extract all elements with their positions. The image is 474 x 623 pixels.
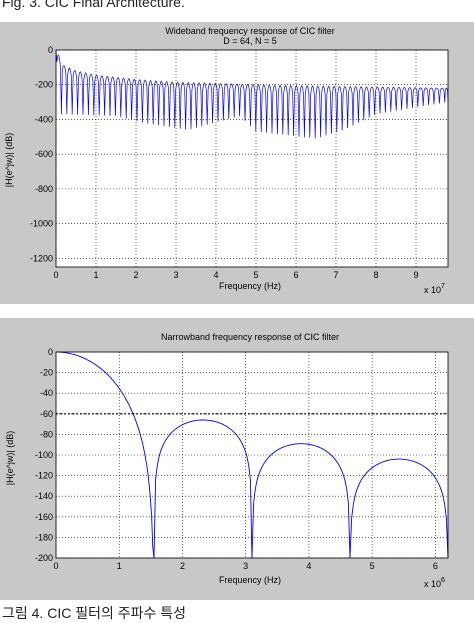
- narrowband-main-lobe: [56, 351, 155, 559]
- narrowband-chart: Narrowband frequency response of CIC fil…: [5, 332, 449, 589]
- narrowband-x-tick-label: 6: [433, 561, 438, 571]
- figure-caption-bottom: 그림 4. CIC 필터의 주파수 특성: [2, 605, 187, 621]
- wideband-y-tick-label: -200: [35, 80, 53, 90]
- wideband-x-tick-label: 2: [133, 270, 138, 280]
- wideband-x-exponent-label: x 10: [424, 285, 441, 295]
- wideband-x-tick-label: 8: [373, 270, 378, 280]
- narrowband-y-tick-label: -140: [35, 491, 53, 501]
- wideband-x-tick-label: 1: [93, 270, 98, 280]
- narrowband-x-tick-label: 1: [117, 561, 122, 571]
- wideband-figure: Wideband frequency response of CIC filte…: [0, 22, 474, 304]
- wideband-x-tick-label: 7: [333, 270, 338, 280]
- wideband-y-tick-label: -1000: [30, 219, 53, 229]
- narrowband-title: Narrowband frequency response of CIC fil…: [161, 332, 339, 342]
- wideband-axes-frame: [55, 49, 449, 268]
- narrowband-x-tick-label: 4: [306, 561, 311, 571]
- narrowband-side-lobe-1: [153, 419, 253, 559]
- narrowband-y-tick-label: -180: [35, 532, 53, 542]
- narrowband-y-tick-label: 0: [48, 347, 53, 357]
- wideband-chart: Wideband frequency response of CIC filte…: [4, 26, 449, 295]
- narrowband-xlabel: Frequency (Hz): [219, 575, 281, 585]
- wideband-x-tick-label: 0: [53, 270, 58, 280]
- narrowband-side-lobe-2: [251, 443, 351, 559]
- narrowband-side-lobe-3: [349, 458, 449, 559]
- narrowband-x-tick-label: 5: [370, 561, 375, 571]
- wideband-series-line: [55, 49, 449, 139]
- wideband-title: Wideband frequency response of CIC filte…: [165, 26, 335, 36]
- wideband-xlabel: Frequency (Hz): [219, 281, 281, 291]
- wideband-x-tick-label: 6: [293, 270, 298, 280]
- narrowband-x-exponent-label: x 10: [424, 579, 441, 589]
- narrowband-y-tick-label: -40: [40, 388, 53, 398]
- narrowband-y-tick-label: -80: [40, 429, 53, 439]
- narrowband-y-tick-label: -200: [35, 553, 53, 563]
- wideband-x-exponent: 7: [441, 283, 445, 290]
- wideband-x-tick-label: 9: [413, 270, 418, 280]
- wideband-y-tick-label: -600: [35, 149, 53, 159]
- wideband-plot-area: 0 1 2 3 4 5 6 7 8 9 0 -200 -400 -600 -800 -1000 -1200: [30, 45, 449, 280]
- narrowband-y-tick-label: -20: [40, 368, 53, 378]
- wideband-plot-background: [56, 50, 448, 267]
- narrowband-y-tick-label: -120: [35, 471, 53, 481]
- narrowband-plot-area: 0 1 2 3 4 5 6 0 -20 -40 -60 -80 -100 -120 -140 -160 -180…: [35, 347, 449, 571]
- wideband-y-tick-label: 0: [48, 45, 53, 55]
- wideband-y-tick-label: -400: [35, 114, 53, 124]
- narrowband-y-tick-label: -100: [35, 450, 53, 460]
- narrowband-y-tick-label: -60: [40, 409, 53, 419]
- wideband-ylabel: |H(e^jw)| (dB): [4, 133, 14, 187]
- wideband-x-tick-label: 4: [213, 270, 218, 280]
- narrowband-ylabel: |H(e^jw)| (dB): [5, 431, 15, 485]
- narrowband-axes-frame: [55, 351, 449, 559]
- narrowband-x-exponent: 6: [441, 577, 445, 584]
- narrowband-y-tick-label: -160: [35, 512, 53, 522]
- narrowband-x-tick-label: 3: [243, 561, 248, 571]
- narrowband-figure: Narrowband frequency response of CIC fil…: [0, 318, 474, 600]
- wideband-y-tick-label: -1200: [30, 253, 53, 263]
- wideband-y-tick-label: -800: [35, 184, 53, 194]
- narrowband-x-tick-label: 2: [180, 561, 185, 571]
- narrowband-x-tick-label: 0: [53, 561, 58, 571]
- figure-caption-top: Fig. 3. CIC Final Architecture.: [2, 0, 185, 10]
- wideband-subtitle: D = 64, N = 5: [223, 36, 277, 46]
- wideband-x-tick-label: 3: [173, 270, 178, 280]
- wideband-x-tick-label: 5: [253, 270, 258, 280]
